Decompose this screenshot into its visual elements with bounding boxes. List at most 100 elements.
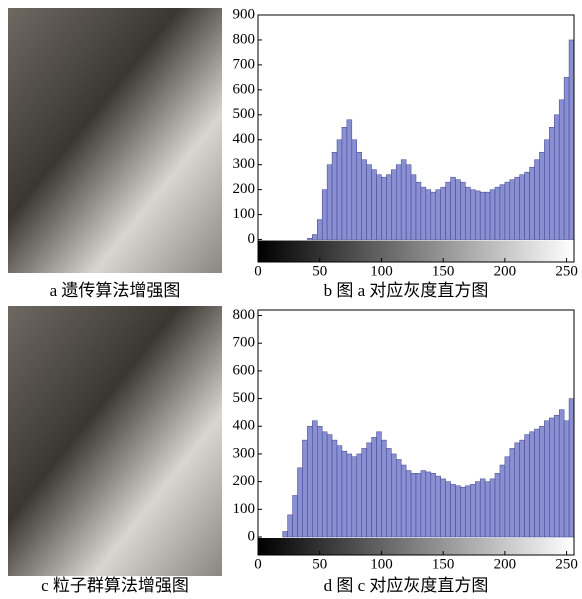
y-tick-label: 200 (233, 181, 256, 197)
x-tick-label: 0 (254, 556, 262, 572)
bar (426, 190, 431, 240)
image-caption: a 遗传算法增强图 (50, 281, 181, 300)
bar (327, 435, 332, 537)
x-tick-label: 100 (370, 263, 393, 279)
figure: a 遗传算法增强图 c 粒子群算法增强图 0100200300400500600… (0, 0, 582, 599)
bar (386, 175, 391, 240)
bar (352, 140, 357, 240)
bar (515, 443, 520, 537)
bar (421, 471, 426, 537)
bar (465, 187, 470, 239)
bar (530, 167, 535, 239)
bar (564, 77, 569, 239)
chart-caption: b 图 a 对应灰度直方图 (324, 281, 489, 300)
bar (411, 175, 416, 240)
bar (391, 454, 396, 537)
bar (357, 152, 362, 239)
bar (362, 160, 367, 240)
bar (372, 437, 377, 537)
x-tick-label: 200 (494, 556, 517, 572)
bar (401, 465, 406, 537)
bar (475, 191, 480, 240)
bar (451, 484, 456, 537)
bar (342, 451, 347, 537)
y-tick-label: 100 (233, 501, 256, 517)
bar (391, 170, 396, 240)
bar (327, 165, 332, 240)
bar (490, 190, 495, 240)
bar (480, 192, 485, 239)
bar (426, 472, 431, 537)
bar (332, 152, 337, 239)
bar (347, 120, 352, 240)
x-tick-label: 50 (312, 263, 327, 279)
bar (569, 40, 574, 240)
bar (386, 448, 391, 537)
x-tick-label: 250 (555, 263, 578, 279)
bar (416, 473, 421, 537)
bar (510, 448, 515, 537)
bar (307, 238, 312, 239)
bar (470, 484, 475, 537)
bar (317, 426, 322, 537)
y-tick-label: 500 (233, 390, 256, 406)
bar (337, 446, 342, 537)
x-tick-label: 250 (555, 556, 578, 572)
chart-caption: d 图 c 对应灰度直方图 (324, 576, 489, 595)
bar (525, 172, 530, 239)
bar (505, 182, 510, 239)
bar (460, 182, 465, 239)
bar (480, 479, 485, 537)
bar (495, 473, 500, 537)
bar (312, 421, 317, 537)
bar (569, 399, 574, 537)
bar (441, 187, 446, 239)
y-tick-label: 500 (233, 106, 256, 122)
y-tick-label: 100 (233, 206, 256, 222)
bar (337, 140, 342, 240)
y-tick-label: 800 (233, 31, 256, 47)
bar (549, 418, 554, 537)
bar (431, 192, 436, 239)
bar (288, 515, 293, 537)
y-tick-label: 400 (233, 131, 256, 147)
bar (554, 415, 559, 537)
bar (530, 432, 535, 537)
bar (456, 486, 461, 537)
colorbar (258, 538, 574, 555)
bar (377, 432, 382, 537)
bar (322, 432, 327, 537)
bar (564, 421, 569, 537)
bar (535, 429, 540, 537)
bar (283, 531, 288, 537)
bar (406, 471, 411, 537)
y-tick-label: 300 (233, 156, 256, 172)
x-tick-label: 150 (432, 263, 455, 279)
x-tick-label: 150 (432, 556, 455, 572)
bar (298, 468, 303, 537)
x-tick-label: 200 (494, 263, 517, 279)
bar (436, 190, 441, 240)
bar (539, 152, 544, 239)
bar (416, 182, 421, 239)
bar (451, 177, 456, 239)
bar (307, 426, 312, 537)
bar (411, 473, 416, 537)
bar (485, 192, 490, 239)
bar (293, 495, 298, 537)
image-caption: c 粒子群算法增强图 (41, 576, 189, 595)
y-tick-label: 700 (233, 56, 256, 72)
bar (510, 180, 515, 240)
bar (470, 190, 475, 240)
bar (332, 440, 337, 537)
y-tick-label: 0 (248, 231, 256, 247)
bar (367, 443, 372, 537)
bar (465, 486, 470, 537)
photo (8, 8, 222, 273)
bar (441, 479, 446, 537)
bar (495, 187, 500, 239)
bar (549, 127, 554, 239)
bar (539, 426, 544, 537)
bar (559, 100, 564, 240)
bar (421, 187, 426, 239)
